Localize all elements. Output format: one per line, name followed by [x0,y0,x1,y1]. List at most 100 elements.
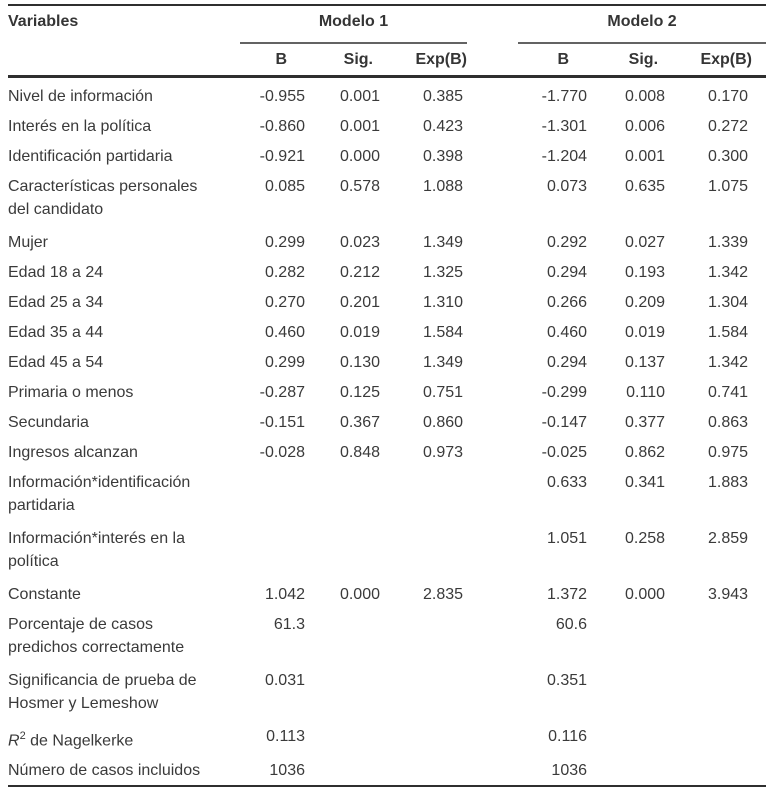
m2-sig-value [591,755,669,786]
m1-b-value: 0.085 [264,178,305,195]
spacer-cell [467,77,518,112]
m1-b-value: -0.028 [259,444,305,461]
m2-b-value: 60.6 [555,616,588,633]
m1-expb-value: 1.349 [422,234,464,251]
row-label: Edad 35 a 44 [8,324,104,341]
m2-expb-value: 0.272 [707,118,749,135]
m2-b-value: -0.147 [541,414,588,431]
pad-cell [752,755,766,786]
table-row: Ingresos alcanzan -0.028 0.848 0.973 -0.025 0… [8,437,766,467]
regression-table: Variables Modelo 1 Modelo 2 B Sig. Exp(B… [8,4,767,787]
spacer-cell [467,171,518,227]
table-row: Edad 18 a 24 0.282 0.212 1.325 0.294 0.193 1.3… [8,257,766,287]
table-row: Información*identificación partidaria 0.6… [8,467,766,523]
m2-sig-value: 0.258 [624,530,666,547]
m1-sig-value [309,665,384,721]
table-row: Edad 25 a 34 0.270 0.201 1.310 0.266 0.209 1.3… [8,287,766,317]
table-row: Significancia de prueba de Hosmer y Leme… [8,665,766,721]
m2-expb-value [669,665,752,721]
spacer-cell [467,347,518,377]
m1-expb-value: 0.973 [422,444,464,461]
pad-cell [752,141,766,171]
m1-sig-value: 0.125 [339,384,380,401]
row-label: Ingresos alcanzan [8,444,138,461]
table-row: Número de casos incluidos 1036 1036 [8,755,766,786]
row-label: Características personales del candidato [8,178,198,218]
spacer-cell [467,257,518,287]
table-row: Nivel de información -0.955 0.001 0.385 -1.7… [8,77,766,112]
m2-expb-value: 1.883 [707,474,749,491]
pad-cell [752,317,766,347]
m1-sig-value: 0.201 [339,294,380,311]
pad-cell [752,579,766,609]
col-header-expb-model1: Exp(B) [415,51,468,68]
pad-cell [752,377,766,407]
variables-header: Variables [8,13,79,30]
m1-expb-value: 1.584 [422,324,464,341]
row-label: Mujer [8,234,49,251]
pad-cell [752,171,766,227]
m1-b-value [240,523,309,579]
m1-sig-value [309,755,384,786]
m1-sig-value [309,609,384,665]
m2-expb-value: 0.863 [707,414,749,431]
m2-b-value: -1.204 [541,148,588,165]
col-header-expb-model2: Exp(B) [700,51,753,68]
m2-expb-value: 0.975 [707,444,749,461]
m1-sig-value [309,523,384,579]
row-label: Primaria o menos [8,384,134,401]
col-header-b-model1: B [275,51,287,68]
m1-b-value: -0.287 [259,384,305,401]
row-label: Identificación partidaria [8,148,173,165]
m1-sig-value: 0.023 [339,234,380,251]
pad-cell [752,347,766,377]
m1-expb-value: 2.835 [422,586,464,603]
m2-b-value: 1.372 [546,586,588,603]
m1-expb-value [384,609,467,665]
spacer-cell [467,5,518,77]
spacer-cell [467,467,518,523]
table-row: R2 de Nagelkerke 0.113 0.116 [8,721,766,755]
pad-cell [752,77,766,112]
table-row: Primaria o menos -0.287 0.125 0.751 -0.299 0.… [8,377,766,407]
m2-expb-value: 0.741 [707,384,749,401]
spacer-cell [467,407,518,437]
m2-expb-value: 0.170 [707,88,749,105]
m2-sig-value: 0.193 [624,264,666,281]
m2-b-value: -0.299 [541,384,588,401]
row-label: Significancia de prueba de Hosmer y Leme… [8,672,197,712]
table-row: Información*interés en la política 1.051 0… [8,523,766,579]
row-label: Porcentaje de casos predichos correctame… [8,616,185,656]
m1-expb-value [384,755,467,786]
m1-b-value: 0.270 [264,294,305,311]
col-header-b-model2: B [557,51,570,68]
m2-b-value: 1.051 [546,530,588,547]
m1-b-value: 1036 [269,762,305,780]
spacer-cell [467,523,518,579]
col-header-sig-model1: Sig. [343,51,373,68]
m1-expb-value [384,721,467,755]
m2-b-value: 0.460 [546,324,588,341]
model1-header: Modelo 1 [240,5,468,44]
header-row-models: Variables Modelo 1 Modelo 2 [8,5,767,44]
m2-sig-value: 0.137 [624,354,666,371]
m1-b-value [240,467,309,523]
m1-b-value: 0.113 [266,728,305,745]
m1-b-value: 0.031 [264,672,305,689]
row-label: Constante [8,586,81,603]
table-row: Porcentaje de casos predichos correctame… [8,609,766,665]
m1-b-value: -0.955 [259,88,305,105]
m2-sig-value: 0.110 [626,384,666,401]
m2-sig-value: 0.006 [624,118,666,135]
m2-expb-value [669,609,752,665]
table-header: Variables Modelo 1 Modelo 2 B Sig. Exp(B… [8,5,767,77]
pad-cell [752,721,766,755]
m1-sig-value: 0.578 [339,178,380,195]
m1-sig-value: 0.001 [339,118,380,135]
spacer-cell [467,287,518,317]
m1-expb-value: 0.385 [422,88,464,105]
m2-b-value: -1.301 [541,118,588,135]
row-label: Interés en la política [8,118,152,135]
spacer-cell [467,377,518,407]
m2-expb-value: 1.342 [707,354,749,371]
